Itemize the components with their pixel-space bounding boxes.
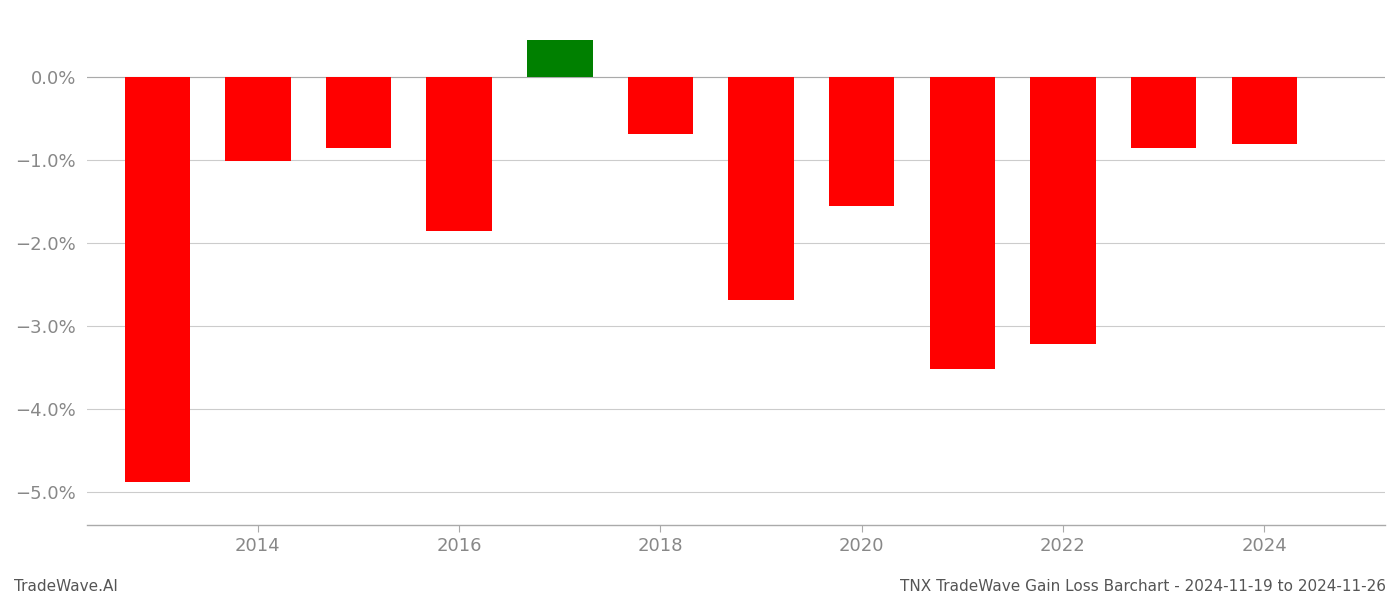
- Bar: [326, 77, 391, 148]
- Bar: [1131, 77, 1197, 148]
- Text: TradeWave.AI: TradeWave.AI: [14, 579, 118, 594]
- Bar: [1232, 77, 1296, 143]
- Text: TNX TradeWave Gain Loss Barchart - 2024-11-19 to 2024-11-26: TNX TradeWave Gain Loss Barchart - 2024-…: [900, 579, 1386, 594]
- Bar: [528, 40, 592, 77]
- Bar: [930, 77, 995, 369]
- Bar: [627, 77, 693, 134]
- Bar: [829, 77, 895, 206]
- Bar: [728, 77, 794, 299]
- Bar: [125, 77, 190, 482]
- Bar: [225, 77, 291, 161]
- Bar: [427, 77, 491, 230]
- Bar: [1030, 77, 1096, 344]
